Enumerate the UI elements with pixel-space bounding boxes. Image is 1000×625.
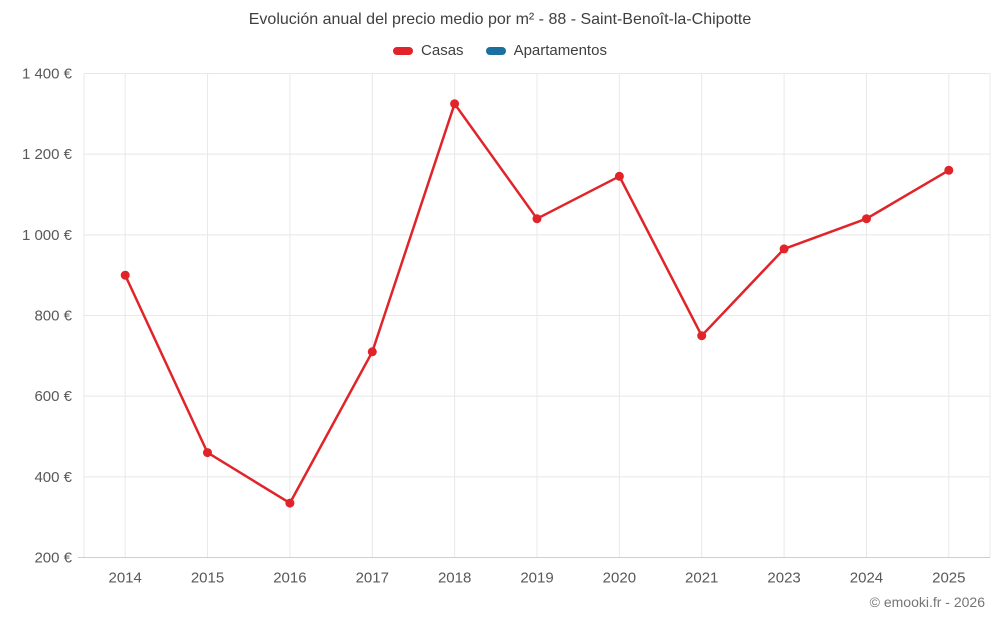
- chart-title: Evolución anual del precio medio por m² …: [248, 11, 752, 28]
- data-point-casas-2019[interactable]: [532, 214, 542, 224]
- legend-swatch-apartamentos-icon: [485, 46, 506, 55]
- legend-swatch-casas-icon: [393, 46, 414, 55]
- legend: Casas Apartamentos: [0, 42, 1000, 59]
- x-axis-tick-label: 2015: [191, 570, 224, 587]
- x-axis-tick-label: 2019: [520, 570, 553, 587]
- data-point-casas-2018[interactable]: [450, 99, 460, 109]
- legend-label-casas: Casas: [421, 42, 464, 59]
- y-axis-tick-label: 800 €: [34, 308, 72, 325]
- y-axis-tick-label: 1 000 €: [22, 227, 73, 244]
- y-axis-tick-label: 1 400 €: [22, 66, 73, 83]
- x-axis-tick-label: 2025: [932, 570, 965, 587]
- y-axis-tick-label: 400 €: [34, 469, 72, 486]
- x-axis-tick-label: 2014: [108, 570, 141, 587]
- y-axis-tick-label: 600 €: [34, 388, 72, 405]
- legend-item-apartamentos[interactable]: Apartamentos: [485, 42, 607, 59]
- x-axis-tick-label: 2024: [850, 570, 883, 587]
- data-point-casas-2016[interactable]: [285, 498, 295, 508]
- data-point-casas-2020[interactable]: [614, 171, 624, 181]
- data-point-casas-2023[interactable]: [779, 244, 789, 254]
- y-axis-tick-label: 200 €: [34, 550, 72, 567]
- y-axis-tick-label: 1 200 €: [22, 146, 73, 163]
- copyright: © emooki.fr - 2026: [869, 594, 985, 610]
- data-point-casas-2017[interactable]: [367, 347, 377, 357]
- x-axis-tick-label: 2020: [603, 570, 636, 587]
- data-point-casas-2015[interactable]: [203, 448, 212, 458]
- x-axis-tick-label: 2016: [273, 570, 306, 587]
- legend-label-apartamentos: Apartamentos: [513, 42, 607, 59]
- x-axis-tick-label: 2023: [767, 570, 800, 587]
- x-axis-tick-label: 2021: [685, 570, 718, 587]
- data-point-casas-2014[interactable]: [120, 270, 130, 280]
- x-axis-tick-label: 2018: [438, 570, 471, 587]
- legend-item-casas[interactable]: Casas: [393, 42, 464, 59]
- x-axis-tick-label: 2017: [356, 570, 389, 587]
- data-point-casas-2025[interactable]: [944, 165, 954, 175]
- data-point-casas-2024[interactable]: [862, 214, 871, 224]
- data-point-casas-2021[interactable]: [697, 331, 707, 341]
